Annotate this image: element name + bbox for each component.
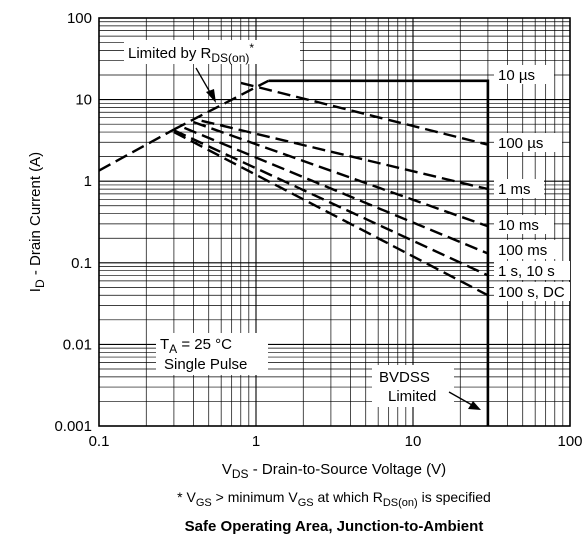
series-line-7 [173, 129, 489, 277]
series-label-1ms: 1 ms [498, 181, 531, 198]
y-tick-label: 100 [67, 10, 92, 27]
chart-title: Safe Operating Area, Junction-to-Ambient [185, 518, 484, 535]
x-tick-labels: 0.1 1 10 100 [89, 433, 583, 450]
rdson-arrow-line [195, 67, 212, 95]
series-label-1s-10s: 1 s, 10 s [498, 263, 555, 280]
y-tick-label: 10 [75, 92, 92, 109]
x-tick-label: 100 [557, 433, 582, 450]
series-line-6 [183, 126, 489, 255]
series-label-10ms: 10 ms [498, 217, 539, 234]
series-labels: 10 µs 100 µs 1 ms 10 ms 100 ms 1 s, 10 s… [494, 65, 570, 301]
series-group [98, 79, 490, 426]
series-line-0 [268, 79, 490, 426]
series-line-4 [201, 119, 489, 191]
x-axis-title: VDS - Drain-to-Source Voltage (V) [222, 461, 446, 481]
bvdss-annotation: BVDSS [379, 369, 430, 386]
bvdss-arrow-head [468, 401, 481, 410]
footnote: * VGS > minimum VGS at which RDS(on) is … [177, 489, 491, 509]
plot-border [98, 17, 571, 427]
y-tick-label: 0.1 [71, 255, 92, 272]
y-tick-label: 0.001 [54, 418, 92, 435]
bvdss-arrow-line [448, 391, 473, 406]
y-tick-label: 1 [84, 173, 92, 190]
y-axis-title: ID - Drain Current (A) [27, 152, 47, 292]
ta-label-bg [156, 333, 268, 375]
series-label-10us: 10 µs [498, 67, 535, 84]
series-line-1 [98, 128, 175, 172]
x-tick-label: 0.1 [89, 433, 110, 450]
y-tick-label: 0.01 [63, 336, 92, 353]
rdson-label-bg [124, 40, 300, 64]
rdson-annotation: Limited by RDS(on)* [128, 41, 254, 65]
y-tick-labels: 100 10 1 0.1 0.01 0.001 [54, 10, 92, 435]
series-line-5 [193, 120, 489, 228]
ta-annotation: TA = 25 °C [160, 336, 232, 356]
series-line-8 [173, 131, 489, 297]
rdson-arrow-head [206, 89, 216, 103]
x-tick-label: 10 [405, 433, 422, 450]
series-line-3 [240, 81, 489, 146]
bvdss-label-bg [372, 365, 454, 407]
series-label-100s-dc: 100 s, DC [498, 284, 565, 301]
series-label-100ms: 100 ms [498, 242, 547, 259]
single-pulse-annotation: Single Pulse [164, 356, 247, 373]
bvdss-limited-annotation: Limited [388, 388, 436, 405]
x-tick-label: 1 [252, 433, 260, 450]
series-label-100us: 100 µs [498, 135, 543, 152]
series-line-2 [173, 79, 269, 131]
